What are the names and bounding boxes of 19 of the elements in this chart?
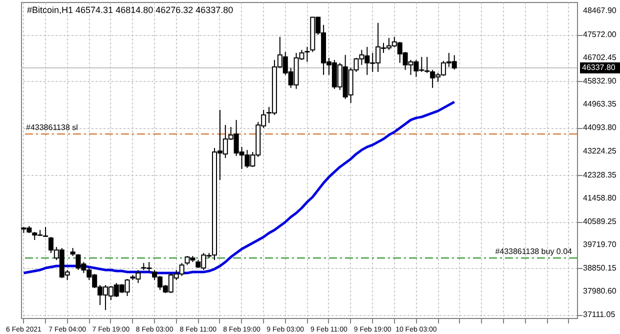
y-tick-label: 41458.80 [583, 194, 617, 203]
ref-line-label: #433861138 buy 0.04 [495, 247, 573, 256]
y-tick-label: 44963.35 [583, 100, 617, 109]
y-tick-label: 39719.70 [583, 240, 617, 250]
y-tick-label: 46702.45 [583, 53, 617, 62]
y-tick-label: 44093.80 [583, 123, 617, 132]
candlestick [304, 46, 310, 62]
y-tick-label: 43224.25 [583, 146, 617, 156]
ref-line-label: #433861138 sl [26, 123, 78, 132]
y-tick-label: 37980.60 [583, 286, 617, 296]
ref-line-label: 46337.80 [582, 62, 616, 72]
chart-title: #Bitcoin,H1 46574.31 46814.80 46276.32 46337.80 [27, 5, 234, 15]
y-tick-label: 45832.90 [583, 76, 617, 86]
y-tick-label: 42328.35 [583, 170, 617, 180]
y-tick-label: 48467.90 [583, 6, 617, 15]
y-tick-label: 37111.05 [583, 310, 616, 320]
y-tick-label: 38850.15 [583, 263, 617, 272]
y-tick-label: 47572.00 [583, 30, 617, 39]
y-tick-label: 40589.25 [583, 216, 617, 226]
